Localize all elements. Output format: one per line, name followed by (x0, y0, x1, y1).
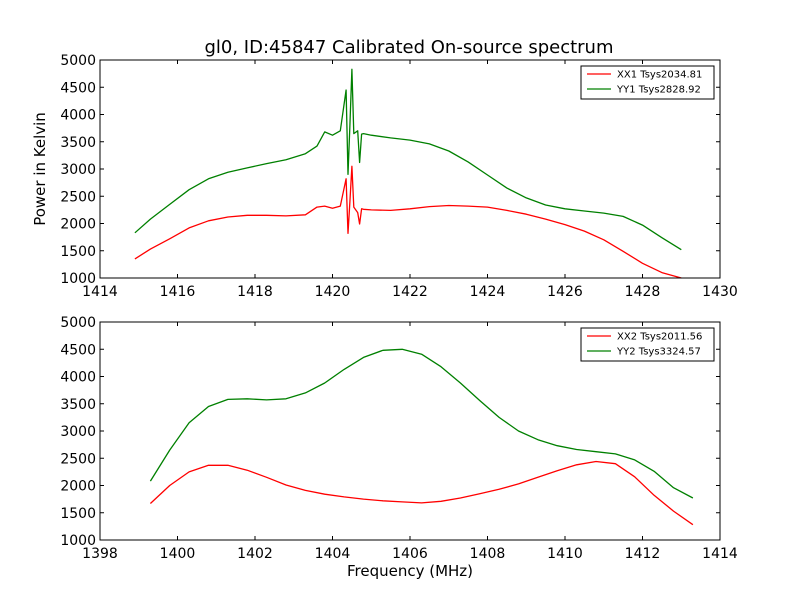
x-tick-label: 1402 (237, 546, 273, 562)
x-tick-label: 1404 (315, 546, 351, 562)
x-tick-label: 1420 (315, 284, 351, 300)
x-tick-label: 1398 (82, 546, 118, 562)
legend-box (580, 65, 715, 100)
legend: XX2 Tsys2011.56 YY2 Tsys3324.57 (580, 327, 715, 362)
x-tick-label: 1426 (547, 284, 583, 300)
y-tick-label: 3000 (60, 424, 96, 440)
legend-label: XX1 Tsys2034.81 (617, 70, 702, 81)
x-tick-label: 1430 (702, 284, 738, 300)
x-tick-label: 1428 (625, 284, 661, 300)
x-tick-label: 1424 (470, 284, 506, 300)
y-tick-label: 1500 (60, 244, 96, 260)
y-tick-label: 2500 (60, 189, 96, 205)
x-tick-label: 1412 (625, 546, 661, 562)
legend-label: XX2 Tsys2011.56 (617, 332, 702, 343)
x-tick-label: 1418 (237, 284, 273, 300)
y-tick-label: 3000 (60, 162, 96, 178)
y-tick-label: 4000 (60, 108, 96, 124)
legend-label: YY1 Tsys2828.92 (616, 85, 701, 96)
y-tick-label: 2000 (60, 217, 96, 233)
y-tick-label: 4000 (60, 370, 96, 386)
x-tick-label: 1408 (470, 546, 506, 562)
y-tick-label: 2500 (60, 451, 96, 467)
top-subplot: 1414 1416 1418 1420 1422 1424 1426 1428 1430 1000… (31, 53, 738, 300)
bottom-subplot: 1398 1400 1402 1404 1406 1408 1410 1412 1414 1000… (60, 315, 738, 580)
y-tick-label: 4500 (60, 80, 96, 96)
series-line-xx1 (134, 165, 682, 279)
series-line-yy1 (134, 68, 682, 251)
x-tick-label: 1406 (392, 546, 428, 562)
legend-box (580, 327, 715, 362)
x-tick-label: 1400 (160, 546, 196, 562)
y-tick-label: 1500 (60, 506, 96, 522)
legend-label: YY2 Tsys3324.57 (616, 347, 701, 358)
y-tick-label: 2000 (60, 479, 96, 495)
y-tick-label: 1000 (60, 533, 96, 549)
x-tick-label: 1410 (547, 546, 583, 562)
x-tick-label: 1416 (160, 284, 196, 300)
series-line-xx2 (149, 460, 694, 526)
series-line-yy2 (149, 348, 694, 499)
y-tick-label: 5000 (60, 315, 96, 331)
x-tick-label: 1422 (392, 284, 428, 300)
chart-title: gl0, ID:45847 Calibrated On-source spect… (204, 37, 613, 58)
y-tick-label: 3500 (60, 135, 96, 151)
y-tick-label: 5000 (60, 53, 96, 69)
y-tick-label: 4500 (60, 342, 96, 358)
x-tick-label: 1414 (82, 284, 118, 300)
y-axis-label: Power in Kelvin (31, 112, 49, 226)
y-tick-label: 3500 (60, 397, 96, 413)
y-tick-label: 1000 (60, 271, 96, 287)
x-axis-label: Frequency (MHz) (347, 562, 473, 580)
legend: XX1 Tsys2034.81 YY1 Tsys2828.92 (580, 65, 715, 100)
x-tick-label: 1414 (702, 546, 738, 562)
